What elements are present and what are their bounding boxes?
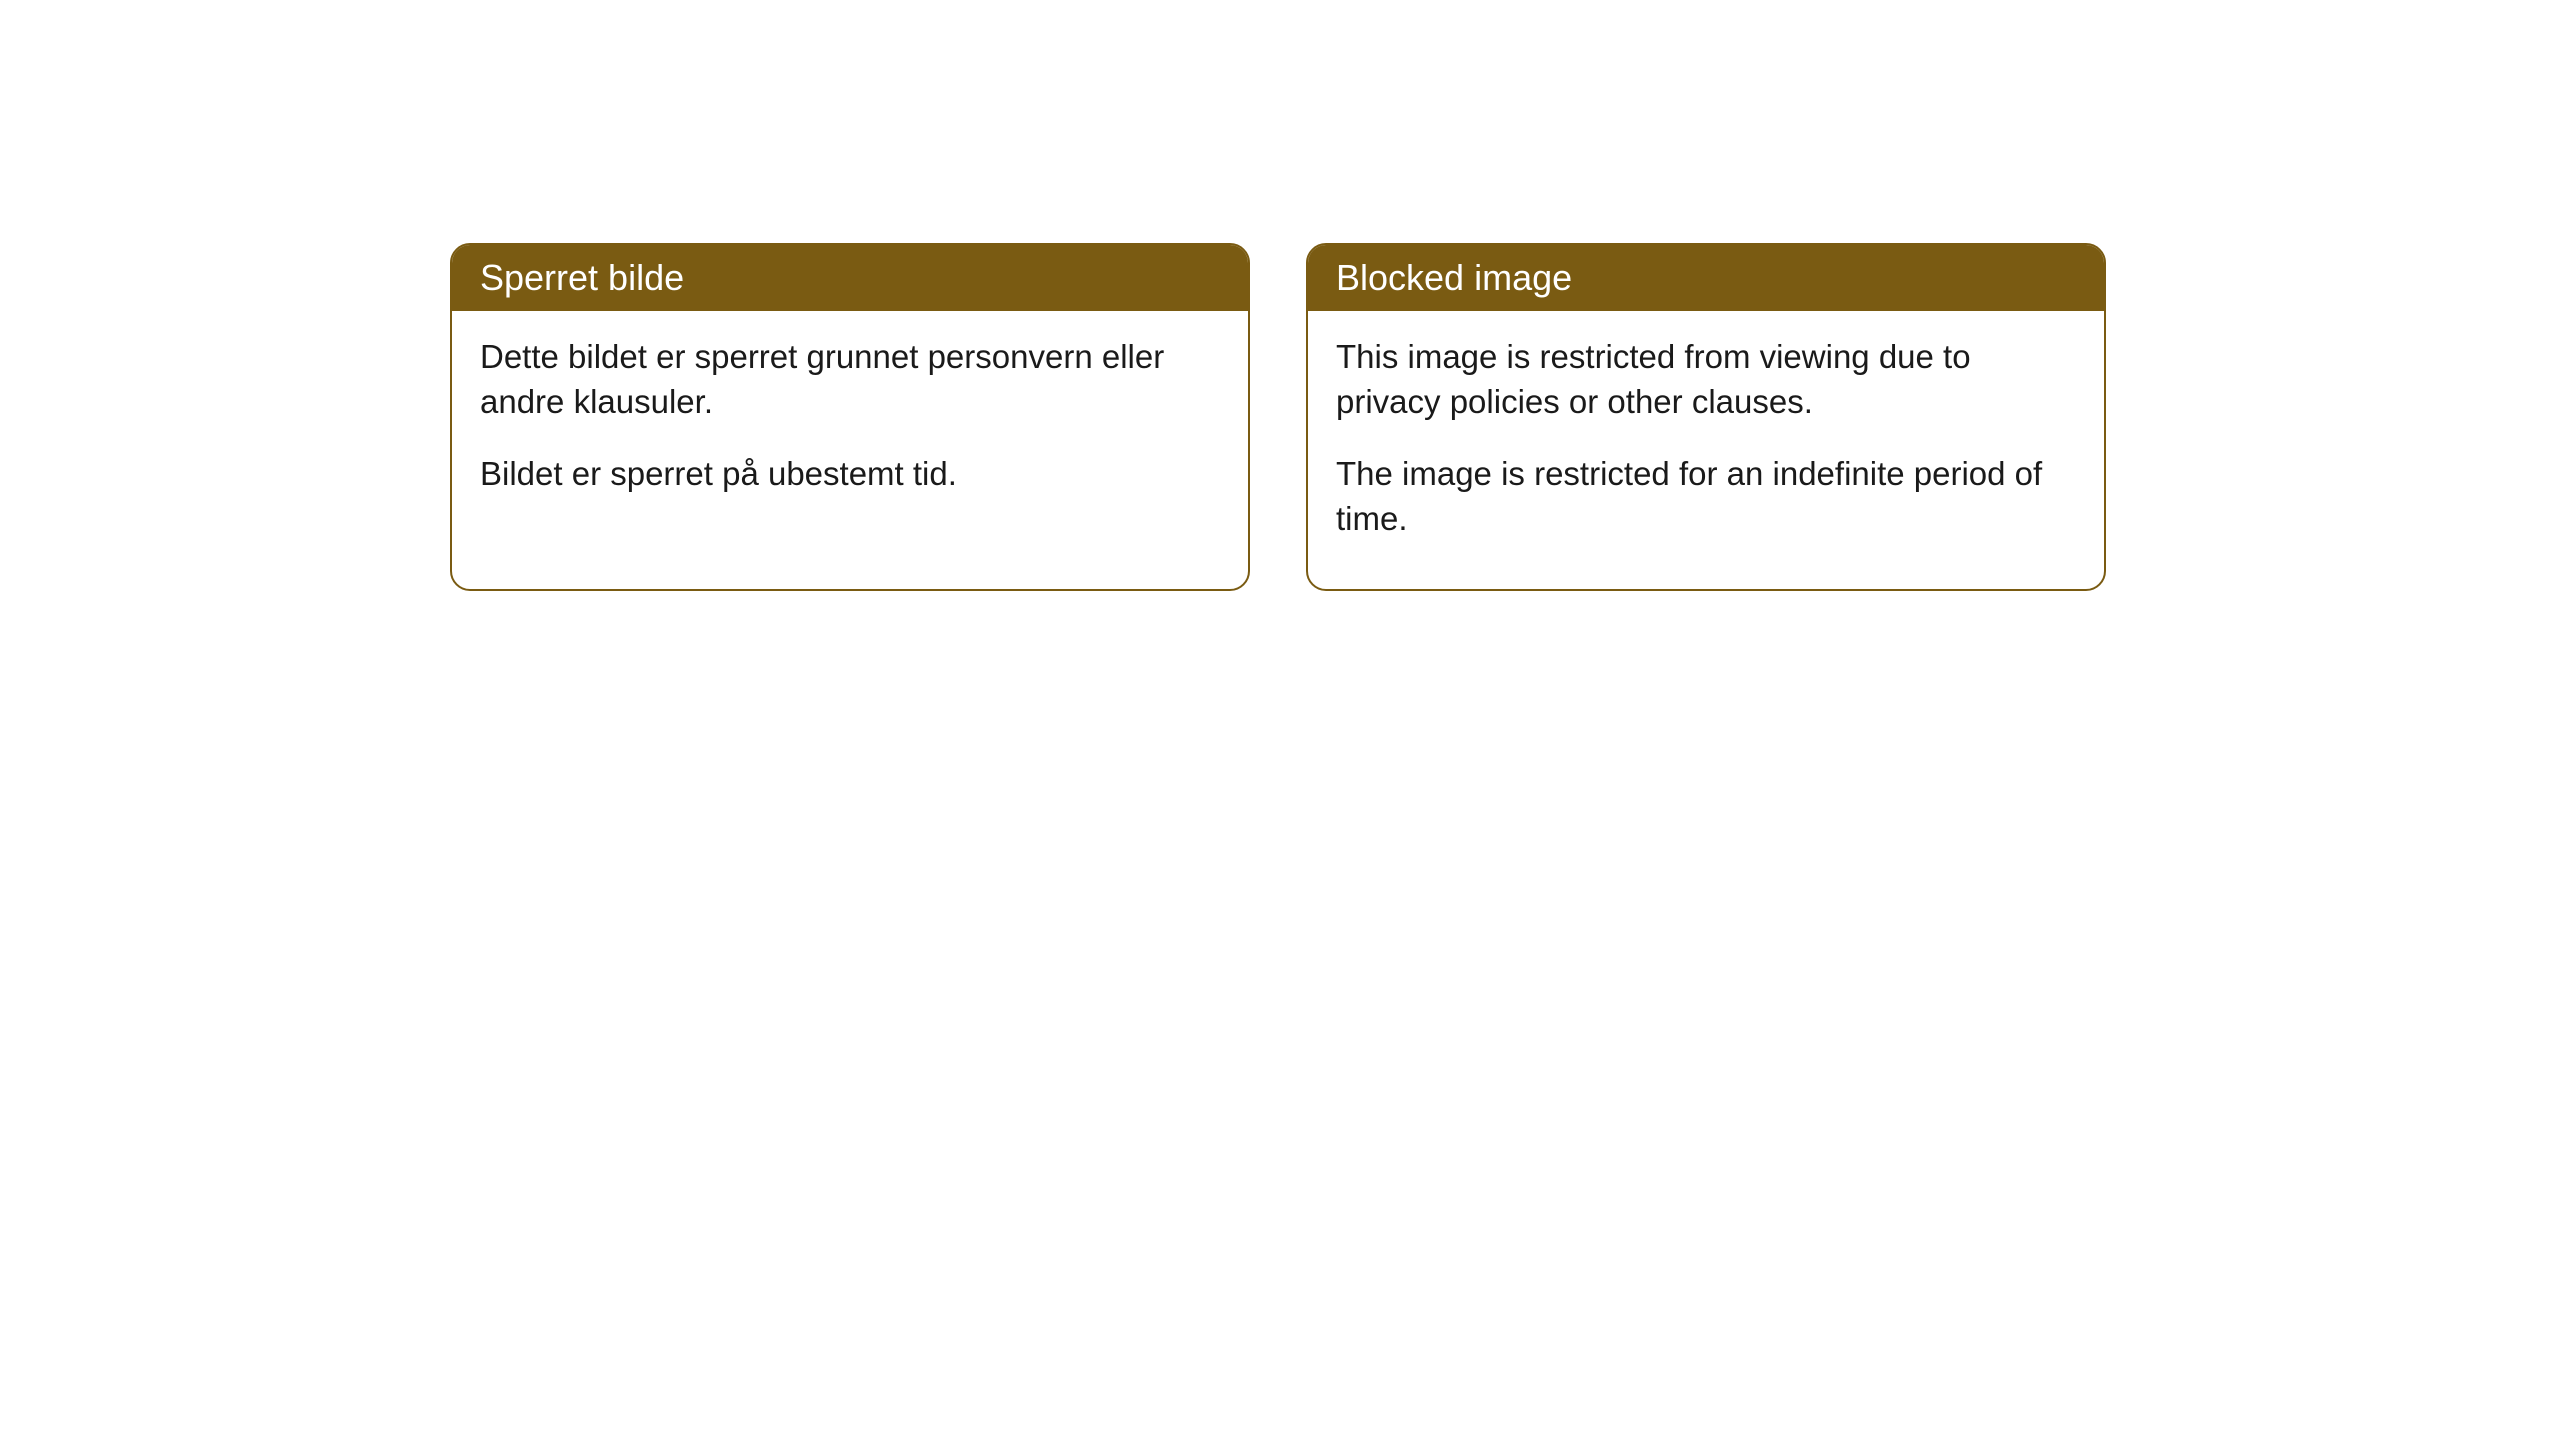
card-header-english: Blocked image: [1308, 245, 2104, 311]
card-header-norwegian: Sperret bilde: [452, 245, 1248, 311]
card-body-norwegian: Dette bildet er sperret grunnet personve…: [452, 311, 1248, 545]
card-english: Blocked image This image is restricted f…: [1306, 243, 2106, 591]
card-norwegian: Sperret bilde Dette bildet er sperret gr…: [450, 243, 1250, 591]
card-para2-english: The image is restricted for an indefinit…: [1336, 452, 2076, 541]
card-para1-norwegian: Dette bildet er sperret grunnet personve…: [480, 335, 1220, 424]
card-para2-norwegian: Bildet er sperret på ubestemt tid.: [480, 452, 1220, 497]
card-para1-english: This image is restricted from viewing du…: [1336, 335, 2076, 424]
cards-container: Sperret bilde Dette bildet er sperret gr…: [450, 243, 2106, 591]
card-body-english: This image is restricted from viewing du…: [1308, 311, 2104, 589]
